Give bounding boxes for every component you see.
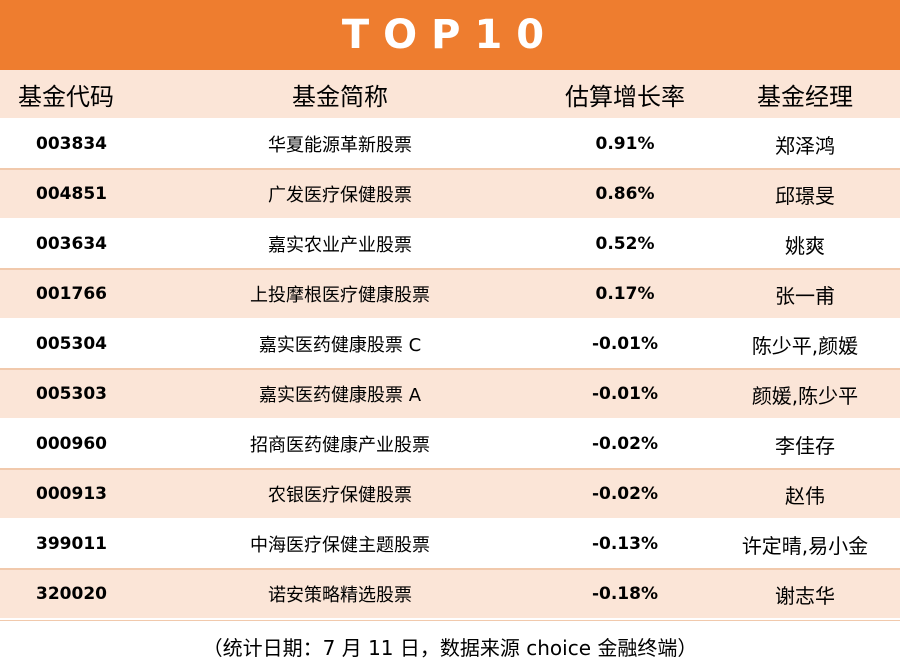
table-row: 004851 广发医疗保健股票 0.86% 邱璟旻 — [0, 169, 900, 220]
banner-title: TOP10 — [0, 0, 900, 70]
fund-manager: 赵伟 — [710, 469, 900, 520]
table-row: 000913 农银医疗保健股票 -0.02% 赵伟 — [0, 469, 900, 520]
growth-rate: 0.52% — [540, 219, 710, 270]
fund-name: 嘉实医药健康股票 A — [140, 369, 540, 420]
header-fund-code: 基金代码 — [0, 70, 140, 120]
table-row: 001766 上投摩根医疗健康股票 0.17% 张一甫 — [0, 269, 900, 320]
fund-name: 中海医疗保健主题股票 — [140, 519, 540, 570]
growth-rate: -0.13% — [540, 519, 710, 570]
fund-code: 000960 — [0, 419, 140, 470]
fund-manager: 许定晴,易小金 — [710, 519, 900, 570]
fund-code: 320020 — [0, 569, 140, 620]
table-row: 005304 嘉实医药健康股票 C -0.01% 陈少平,颜媛 — [0, 319, 900, 370]
fund-manager: 邱璟旻 — [710, 169, 900, 220]
fund-name: 华夏能源革新股票 — [140, 119, 540, 170]
table-header-row: 基金代码 基金简称 估算增长率 基金经理 — [0, 70, 900, 120]
fund-name: 嘉实医药健康股票 C — [140, 319, 540, 370]
fund-name: 广发医疗保健股票 — [140, 169, 540, 220]
fund-name: 招商医药健康产业股票 — [140, 419, 540, 470]
source-footnote: （统计日期：7 月 11 日，数据来源 choice 金融终端） — [0, 620, 900, 671]
fund-manager: 李佳存 — [710, 419, 900, 470]
growth-rate: 0.86% — [540, 169, 710, 220]
fund-code: 003834 — [0, 119, 140, 170]
table-row: 000960 招商医药健康产业股票 -0.02% 李佳存 — [0, 419, 900, 470]
growth-rate: -0.18% — [540, 569, 710, 620]
fund-name: 嘉实农业产业股票 — [140, 219, 540, 270]
growth-rate: -0.02% — [540, 469, 710, 520]
fund-manager: 姚爽 — [710, 219, 900, 270]
fund-code: 003634 — [0, 219, 140, 270]
fund-name: 上投摩根医疗健康股票 — [140, 269, 540, 320]
table-row: 005303 嘉实医药健康股票 A -0.01% 颜媛,陈少平 — [0, 369, 900, 420]
header-fund-manager: 基金经理 — [710, 70, 900, 120]
table-row: 003834 华夏能源革新股票 0.91% 郑泽鸿 — [0, 119, 900, 170]
fund-name: 农银医疗保健股票 — [140, 469, 540, 520]
table-row: 399011 中海医疗保健主题股票 -0.13% 许定晴,易小金 — [0, 519, 900, 570]
header-growth-rate: 估算增长率 — [540, 70, 710, 120]
fund-code: 399011 — [0, 519, 140, 570]
fund-code: 000913 — [0, 469, 140, 520]
growth-rate: -0.02% — [540, 419, 710, 470]
fund-manager: 郑泽鸿 — [710, 119, 900, 170]
fund-code: 005303 — [0, 369, 140, 420]
fund-name: 诺安策略精选股票 — [140, 569, 540, 620]
header-fund-name: 基金简称 — [140, 70, 540, 120]
fund-code: 004851 — [0, 169, 140, 220]
fund-manager: 谢志华 — [710, 569, 900, 620]
fund-manager: 颜媛,陈少平 — [710, 369, 900, 420]
growth-rate: 0.91% — [540, 119, 710, 170]
fund-code: 005304 — [0, 319, 140, 370]
fund-manager: 陈少平,颜媛 — [710, 319, 900, 370]
fund-code: 001766 — [0, 269, 140, 320]
table-row: 003634 嘉实农业产业股票 0.52% 姚爽 — [0, 219, 900, 270]
growth-rate: 0.17% — [540, 269, 710, 320]
fund-table: 基金代码 基金简称 估算增长率 基金经理 003834 华夏能源革新股票 0.9… — [0, 70, 900, 620]
growth-rate: -0.01% — [540, 319, 710, 370]
fund-manager: 张一甫 — [710, 269, 900, 320]
table-row: 320020 诺安策略精选股票 -0.18% 谢志华 — [0, 569, 900, 620]
growth-rate: -0.01% — [540, 369, 710, 420]
